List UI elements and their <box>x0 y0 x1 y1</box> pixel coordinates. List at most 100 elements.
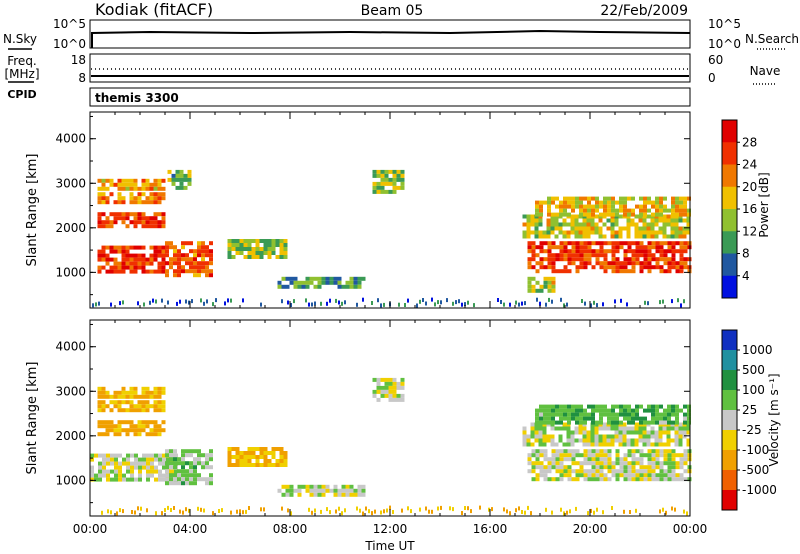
heatmap-cell <box>598 218 603 223</box>
heatmap-cell <box>659 404 663 409</box>
heatmap-cell <box>224 301 226 306</box>
heatmap-cell <box>129 269 134 274</box>
heatmap-cell <box>679 473 684 478</box>
heatmap-cell <box>579 469 584 474</box>
x-tick-label: 00:00 <box>73 522 108 536</box>
heatmap-cell <box>281 506 283 511</box>
heatmap-cell <box>662 426 667 431</box>
heatmap-cell <box>579 408 583 413</box>
heatmap-cell <box>555 404 559 409</box>
heatmap-cell <box>167 169 172 174</box>
heatmap-cell <box>522 434 527 439</box>
heatmap-cell <box>313 488 318 493</box>
heatmap-cell <box>185 257 189 262</box>
heatmap-cell <box>543 408 547 413</box>
heatmap-cell <box>559 469 564 474</box>
heatmap-cell <box>538 434 543 439</box>
heatmap-cell <box>383 302 385 307</box>
heatmap-cell <box>539 453 544 458</box>
heatmap-cell <box>567 257 572 262</box>
heatmap-cell <box>400 185 405 190</box>
heatmap-cell <box>500 300 502 304</box>
heatmap-cell <box>157 200 162 205</box>
heatmap-cell <box>157 390 162 395</box>
heatmap-cell <box>129 261 134 266</box>
heatmap-cell <box>638 430 643 435</box>
heatmap-cell <box>551 269 556 274</box>
heatmap-cell <box>197 453 201 458</box>
heatmap-cell <box>106 469 110 474</box>
heatmap-cell <box>658 218 663 223</box>
heatmap-cell <box>165 473 169 478</box>
heatmap-cell <box>145 182 150 187</box>
heatmap-cell <box>185 253 189 258</box>
freq-tick-bottom: 8 <box>78 71 86 85</box>
heatmap-cell <box>461 302 463 307</box>
heatmap-cell <box>574 430 579 435</box>
heatmap-cell <box>651 408 655 413</box>
heatmap-cell <box>647 200 651 205</box>
heatmap-cell <box>559 404 563 409</box>
heatmap-cell <box>545 302 547 307</box>
heatmap-cell <box>602 234 607 239</box>
heatmap-cell <box>231 455 236 459</box>
heatmap-cell <box>110 457 114 462</box>
heatmap-cell <box>396 185 401 190</box>
heatmap-cell <box>326 507 328 512</box>
heatmap-cell <box>686 442 691 447</box>
heatmap-cell <box>587 249 592 254</box>
heatmap-cell <box>349 484 354 489</box>
heatmap-cell <box>542 442 547 447</box>
heatmap-cell <box>539 208 543 213</box>
heatmap-cell <box>567 412 571 417</box>
heatmap-cell <box>683 249 688 254</box>
heatmap-cell <box>293 284 298 289</box>
heatmap-cell <box>101 245 106 250</box>
heatmap-cell <box>535 253 540 258</box>
heatmap-cell <box>643 408 647 413</box>
heatmap-cell <box>574 438 579 443</box>
heatmap-cell <box>550 438 555 443</box>
heatmap-cell <box>596 507 598 512</box>
heatmap-cell <box>611 269 616 274</box>
heatmap-cell <box>659 249 664 254</box>
heatmap-cell <box>666 234 671 239</box>
heatmap-cell <box>380 173 385 178</box>
heatmap-cell <box>671 253 676 258</box>
heatmap-cell <box>563 196 567 201</box>
heatmap-cell <box>239 247 244 251</box>
heatmap-cell <box>655 257 660 262</box>
heatmap-cell <box>639 204 643 209</box>
heatmap-cell <box>555 257 560 262</box>
power-heatmap <box>92 169 692 308</box>
heatmap-cell <box>162 465 166 470</box>
heatmap-cell <box>142 453 146 458</box>
heatmap-cell <box>539 261 544 266</box>
heatmap-cell <box>542 434 547 439</box>
heatmap-cell <box>197 473 201 478</box>
heatmap-cell <box>631 453 636 458</box>
heatmap-cell <box>145 432 150 437</box>
y-tick-label: 1000 <box>55 473 86 487</box>
heatmap-cell <box>530 230 535 235</box>
heatmap-cell <box>647 473 652 478</box>
heatmap-cell <box>279 251 284 255</box>
heatmap-cell <box>635 249 640 254</box>
heatmap-cell <box>125 394 130 399</box>
heatmap-cell <box>547 465 552 470</box>
heatmap-cell <box>643 249 648 254</box>
heatmap-cell <box>662 234 667 239</box>
heatmap-cell <box>655 265 660 270</box>
heatmap-cell <box>361 276 366 281</box>
heatmap-cell <box>522 430 527 435</box>
heatmap-cell <box>102 473 106 478</box>
heatmap-cell <box>635 404 639 409</box>
heatmap-cell <box>113 428 118 433</box>
heatmap-cell <box>94 453 98 458</box>
heatmap-cell <box>255 251 260 255</box>
heatmap-cell <box>515 508 517 513</box>
heatmap-cell <box>598 234 603 239</box>
heatmap-cell <box>679 461 684 466</box>
heatmap-cell <box>619 245 624 250</box>
heatmap-cell <box>150 453 154 458</box>
